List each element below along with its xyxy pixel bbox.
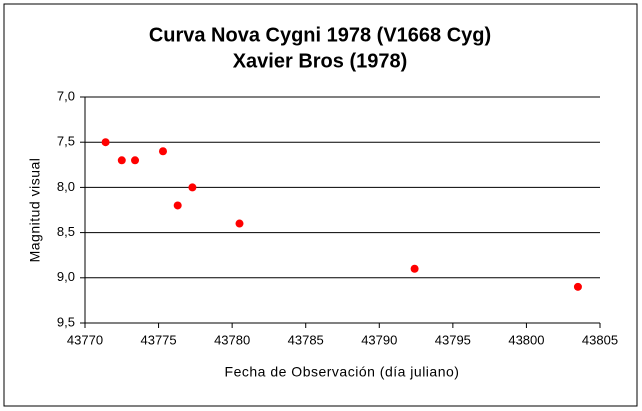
data-point bbox=[101, 138, 110, 147]
data-point bbox=[235, 219, 244, 228]
data-point bbox=[158, 147, 167, 156]
x-tick-label: 43805 bbox=[582, 332, 618, 347]
chart-border bbox=[3, 3, 638, 407]
data-point bbox=[188, 183, 197, 192]
data-point bbox=[131, 156, 140, 165]
data-point bbox=[410, 264, 419, 273]
x-tick-label: 43790 bbox=[361, 332, 397, 347]
x-tick-label: 43770 bbox=[67, 332, 103, 347]
data-point bbox=[117, 156, 126, 165]
x-tick-label: 43800 bbox=[508, 332, 544, 347]
y-tick-label: 8,5 bbox=[57, 224, 75, 239]
y-tick-label: 7,0 bbox=[57, 88, 75, 103]
x-tick-label: 43780 bbox=[214, 332, 250, 347]
chart-title: Curva Nova Cygni 1978 (V1668 Cyg) bbox=[149, 24, 491, 46]
data-point bbox=[573, 282, 582, 291]
y-tick-label: 7,5 bbox=[57, 134, 75, 149]
x-tick-label: 43775 bbox=[140, 332, 176, 347]
y-axis-title: Magnitud visual bbox=[27, 158, 43, 263]
y-tick-label: 9,0 bbox=[57, 269, 75, 284]
y-tick-label: 8,0 bbox=[57, 179, 75, 194]
data-point bbox=[173, 201, 182, 210]
x-tick-label: 43795 bbox=[435, 332, 471, 347]
x-axis-title: Fecha de Observación (día juliano) bbox=[225, 364, 460, 380]
y-tick-label: 9,5 bbox=[57, 314, 75, 329]
x-tick-label: 43785 bbox=[288, 332, 324, 347]
chart-subtitle: Xavier Bros (1978) bbox=[233, 50, 408, 72]
